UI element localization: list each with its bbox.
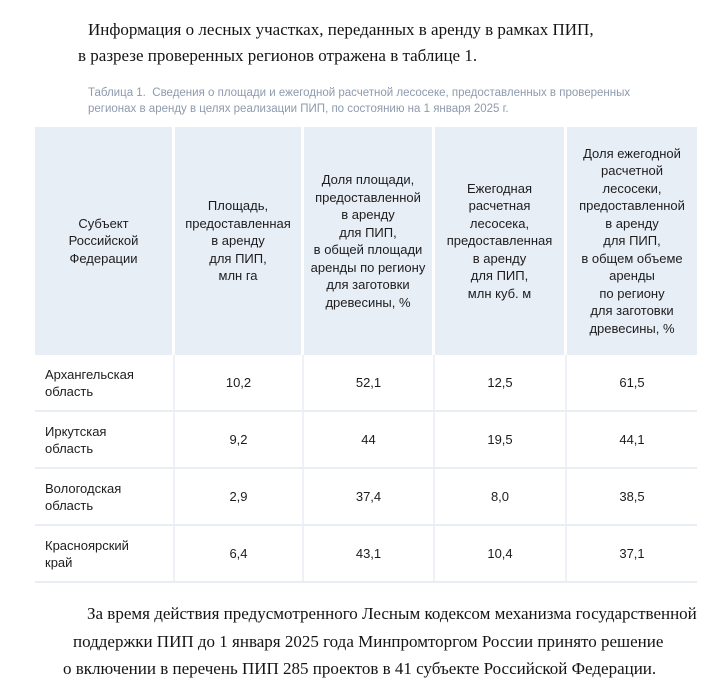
cell-cut: 19,5 [435, 412, 567, 467]
cell-area-share: 52,1 [304, 355, 435, 410]
cell-region: Вологодская область [35, 469, 175, 524]
outro-line-3: о включении в перечень ПИП 285 проектов … [63, 659, 657, 678]
cell-area-share: 43,1 [304, 526, 435, 581]
table-row: Красноярский край 6,4 43,1 10,4 37,1 [35, 526, 697, 583]
cell-area: 10,2 [175, 355, 304, 410]
cell-cut-share: 37,1 [619, 546, 645, 561]
table-row: Вологодская область 2,9 37,4 8,0 38,5 [35, 469, 697, 526]
cell-area-share: 44 [304, 412, 435, 467]
outro-line-1: За время действия предусмотренного Лесны… [87, 604, 697, 623]
region-label: Красноярский край [45, 537, 129, 570]
header-cell-region: Субъект Российской Федерации [35, 127, 175, 355]
cell-area: 9,2 [175, 412, 304, 467]
cell-area: 2,9 [175, 469, 304, 524]
cell-area-share: 37,4 [304, 469, 435, 524]
region-label: Архангельская область [45, 366, 134, 399]
cell-cut-share: 44,1 [619, 432, 645, 447]
cell-region: Красноярский край [35, 526, 175, 581]
cell-cut: 10,4 [435, 526, 567, 581]
table-row: Иркутская область 9,2 44 19,5 44,1 [35, 412, 697, 469]
region-label: Иркутская область [45, 423, 107, 456]
intro-line-2: в разрезе проверенных регионов отражена … [78, 46, 478, 65]
header-cell-cut-share: Доля ежегодной расчетной лесосеки, предо… [567, 127, 697, 355]
cell-cut-share: 61,5 [619, 375, 645, 390]
region-label: Вологодская область [45, 480, 122, 513]
cell-area: 6,4 [175, 526, 304, 581]
cell-region: Архангельская область [35, 355, 175, 410]
header-cell-cut: Ежегодная расчетная лесосека, предоставл… [435, 127, 567, 355]
data-table: Субъект Российской Федерации Площадь, пр… [35, 127, 697, 583]
cell-cut: 8,0 [435, 469, 567, 524]
outro-paragraph: За время действия предусмотренного Лесны… [63, 600, 697, 683]
cell-cut: 12,5 [435, 355, 567, 410]
intro-line-1: Информация о лесных участках, переданных… [88, 20, 594, 39]
cell-cut-share: 38,5 [619, 489, 645, 504]
table-header-row: Субъект Российской Федерации Площадь, пр… [35, 127, 697, 355]
cell-region: Иркутская область [35, 412, 175, 467]
intro-paragraph: Информация о лесных участках, переданных… [78, 17, 594, 69]
outro-line-2: поддержки ПИП до 1 января 2025 года Минп… [73, 631, 664, 651]
header-cell-area-share: Доля площади, предоставленной в аренду д… [304, 127, 435, 355]
table-caption: Таблица 1. Сведения о площади и ежегодно… [88, 87, 634, 115]
table-row: Архангельская область 10,2 52,1 12,5 61,… [35, 355, 697, 412]
header-cell-area: Площадь, предоставленная в аренду для ПИ… [175, 127, 304, 355]
